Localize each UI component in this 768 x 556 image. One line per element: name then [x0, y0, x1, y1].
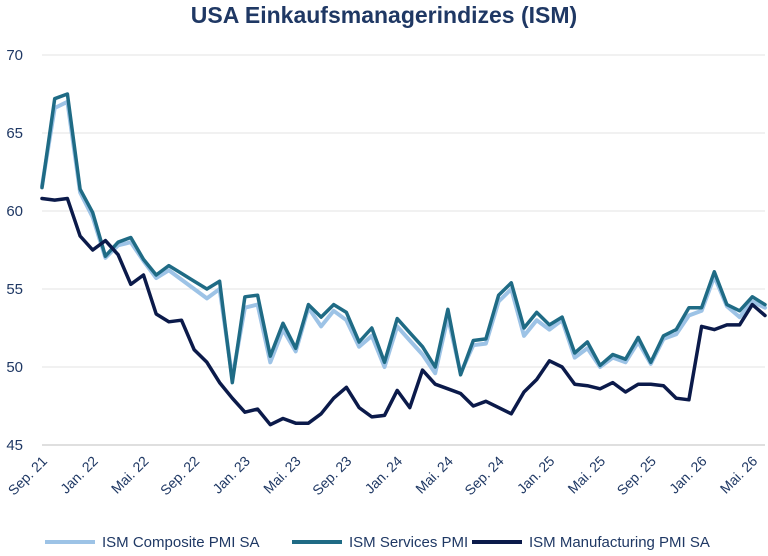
gridlines [42, 54, 765, 446]
y-tick-label: 65 [6, 125, 23, 142]
y-axis-ticks: 45 50 55 60 65 70 [6, 47, 23, 454]
x-tick-label: Jan. 24 [361, 453, 405, 497]
legend-label: ISM Composite PMI SA [102, 534, 260, 551]
x-tick-label: Mai. 22 [108, 453, 152, 497]
x-tick-label: Sep. 22 [157, 453, 203, 499]
x-tick-label: Mai. 24 [412, 453, 456, 497]
x-tick-label: Sep. 21 [5, 453, 51, 499]
y-tick-label: 70 [6, 47, 23, 64]
series-line-1 [40, 99, 767, 380]
y-tick-label: 50 [6, 359, 23, 376]
y-tick-label: 60 [6, 203, 23, 220]
legend: ISM Composite PMI SA ISM Services PMI ISM … [45, 534, 710, 551]
chart-title: USA Einkaufsmanagerindizes (ISM) [190, 2, 578, 28]
x-tick-label: Sep. 23 [309, 453, 355, 499]
x-tick-label: Sep. 25 [614, 453, 660, 499]
series-lines [40, 92, 767, 427]
x-tick-label: Jan. 25 [514, 453, 558, 497]
x-tick-label: Jan. 23 [209, 453, 253, 497]
x-tick-label: Mai. 23 [260, 453, 304, 497]
legend-label: ISM Services PMI [349, 534, 468, 551]
x-axis-ticks: Sep. 21 Jan. 22 Mai. 22 Sep. 22 Jan. 23 Mai. … [5, 453, 761, 499]
x-tick-label: Jan. 22 [57, 453, 101, 497]
legend-label: ISM Manufacturing PMI SA [529, 534, 710, 551]
x-tick-label: Jan. 26 [666, 453, 710, 497]
x-tick-label: Sep. 24 [461, 453, 507, 499]
y-tick-label: 55 [6, 281, 23, 298]
x-tick-label: Mai. 25 [564, 453, 608, 497]
x-tick-label: Mai. 26 [717, 453, 761, 497]
series-line-2 [40, 92, 767, 385]
y-tick-label: 45 [6, 437, 23, 454]
series-line-3 [40, 196, 767, 427]
